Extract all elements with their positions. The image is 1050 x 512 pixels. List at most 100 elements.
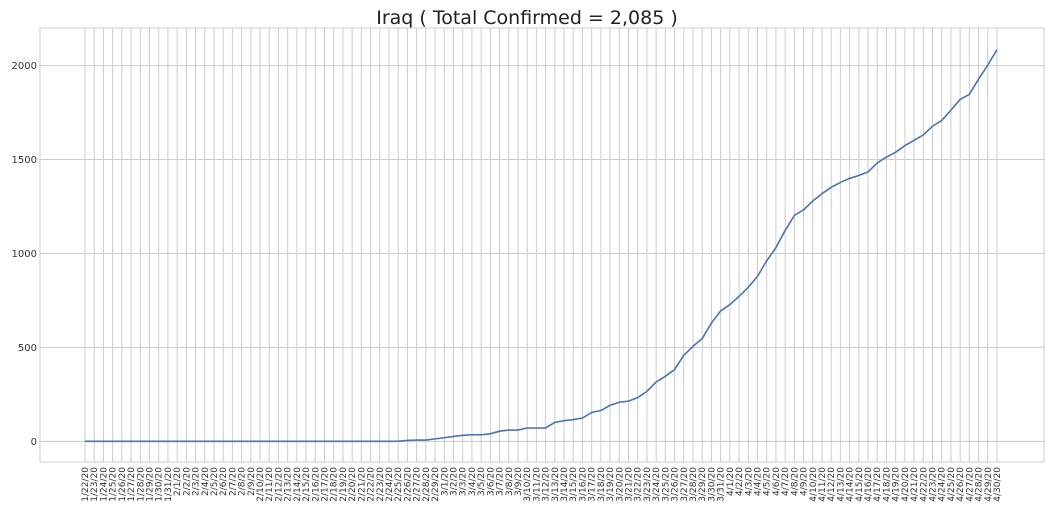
data-point <box>397 440 399 442</box>
x-tick-label: 4/21/20 <box>910 467 920 502</box>
x-tick-label: 3/27/20 <box>680 467 690 502</box>
x-tick-label: 4/20/20 <box>901 467 911 502</box>
data-point <box>618 401 620 403</box>
x-tick-label: 3/15/20 <box>569 467 579 502</box>
data-point <box>93 440 95 442</box>
data-point <box>931 125 933 127</box>
data-point <box>655 381 657 383</box>
x-tick-label: 2/15/20 <box>302 467 312 502</box>
x-tick-label: 2/21/20 <box>357 467 367 502</box>
x-tick-label: 2/2/20 <box>182 467 192 496</box>
series-layer <box>84 48 998 443</box>
data-point <box>904 144 906 146</box>
x-tick-label: 3/13/20 <box>551 467 561 502</box>
x-tick-label: 2/13/20 <box>284 467 294 502</box>
x-tick-label: 4/19/20 <box>892 467 902 502</box>
data-point <box>342 440 344 442</box>
data-point <box>443 437 445 439</box>
x-tick-label: 3/26/20 <box>671 467 681 502</box>
x-tick-label: 4/15/20 <box>855 467 865 502</box>
data-point <box>996 48 998 50</box>
x-tick-label: 2/22/20 <box>367 467 377 502</box>
data-point <box>600 409 602 411</box>
x-tick-label: 3/16/20 <box>578 467 588 502</box>
data-point <box>305 440 307 442</box>
data-point <box>609 404 611 406</box>
x-tick-label: 1/27/20 <box>127 467 137 502</box>
data-point <box>839 181 841 183</box>
x-tick-label: 4/4/20 <box>753 467 763 496</box>
x-tick-label: 4/23/20 <box>929 467 939 502</box>
x-tick-label: 3/11/20 <box>532 467 542 502</box>
data-point <box>673 368 675 370</box>
data-point <box>637 396 639 398</box>
data-point <box>480 434 482 436</box>
x-tick-label: 4/29/20 <box>984 467 994 502</box>
x-tick-label: 1/26/20 <box>118 467 128 502</box>
data-point <box>388 440 390 442</box>
data-point <box>176 440 178 442</box>
x-tick-label: 2/29/20 <box>431 467 441 502</box>
x-tick-label: 2/28/20 <box>422 467 432 502</box>
data-point <box>968 93 970 95</box>
data-point <box>434 438 436 440</box>
x-tick-label: 2/12/20 <box>274 467 284 502</box>
data-point <box>471 434 473 436</box>
x-tick-label: 1/23/20 <box>90 467 100 502</box>
data-point <box>167 440 169 442</box>
data-point <box>222 440 224 442</box>
data-point <box>240 440 242 442</box>
x-tick-label: 2/24/20 <box>385 467 395 502</box>
data-point <box>959 98 961 100</box>
x-tick-label: 2/4/20 <box>201 467 211 496</box>
data-point <box>692 345 694 347</box>
data-point <box>314 440 316 442</box>
x-tick-label: 4/13/20 <box>836 467 846 502</box>
x-tick-label: 2/27/20 <box>413 467 423 502</box>
data-point <box>664 375 666 377</box>
x-tick-label: 3/6/20 <box>486 467 496 496</box>
x-tick-label: 4/28/20 <box>975 467 985 502</box>
data-point <box>793 214 795 216</box>
data-point <box>379 440 381 442</box>
x-tick-label: 2/1/20 <box>173 467 183 496</box>
data-point <box>775 246 777 248</box>
x-tick-label: 4/14/20 <box>846 467 856 502</box>
data-point <box>747 286 749 288</box>
data-point <box>130 440 132 442</box>
x-tick-label: 4/9/20 <box>800 467 810 496</box>
data-point <box>277 440 279 442</box>
x-tick-label: 4/12/20 <box>827 467 837 502</box>
x-tick-label: 3/30/20 <box>707 467 717 502</box>
x-tick-label: 3/28/20 <box>689 467 699 502</box>
data-point <box>489 433 491 435</box>
data-point <box>250 440 252 442</box>
x-tick-label: 2/14/20 <box>293 467 303 502</box>
data-point <box>111 440 113 442</box>
x-tick-label: 3/1/20 <box>440 467 450 496</box>
x-tick-label: 3/25/20 <box>661 467 671 502</box>
x-axis-tick-labels: 1/22/20 1/23/20 1/24/20 1/25/20 1/26/20 1/27/… <box>81 467 1003 502</box>
x-tick-label: 1/31/20 <box>164 467 174 502</box>
y-tick-label: 2000 <box>12 61 37 72</box>
y-tick-label: 0 <box>31 437 37 448</box>
data-point <box>802 209 804 211</box>
data-point <box>867 171 869 173</box>
x-tick-label: 2/10/20 <box>256 467 266 502</box>
x-tick-label: 3/17/20 <box>588 467 598 502</box>
x-tick-label: 1/24/20 <box>99 467 109 502</box>
x-tick-label: 4/18/20 <box>882 467 892 502</box>
data-point <box>323 440 325 442</box>
x-tick-label: 3/24/20 <box>652 467 662 502</box>
y-tick-label: 500 <box>18 343 37 354</box>
data-point <box>848 177 850 179</box>
data-point <box>333 440 335 442</box>
x-tick-label: 4/11/20 <box>818 467 828 502</box>
data-point <box>84 440 86 442</box>
x-tick-label: 3/29/20 <box>698 467 708 502</box>
x-tick-label: 2/23/20 <box>376 467 386 502</box>
x-tick-label: 2/18/20 <box>330 467 340 502</box>
data-point <box>784 229 786 231</box>
data-point <box>259 440 261 442</box>
